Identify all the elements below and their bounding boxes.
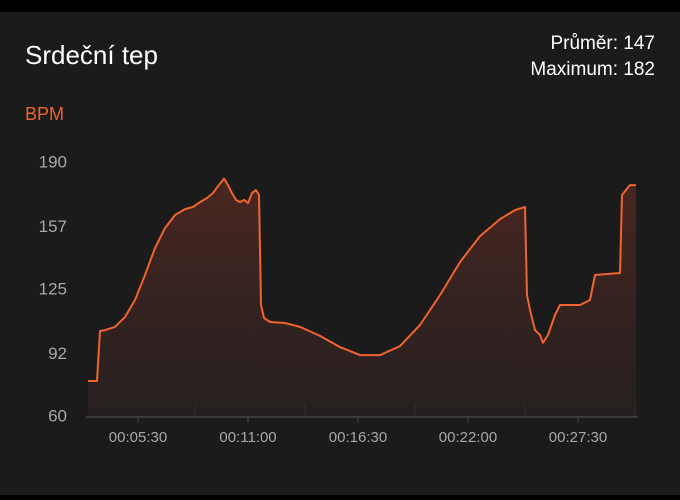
x-tick-label: 00:11:00 — [219, 429, 276, 446]
y-tick-label: 125 — [39, 279, 67, 298]
average-label: Průměr: 147 — [550, 33, 655, 54]
x-tick-label: 00:05:30 — [109, 429, 167, 446]
area — [88, 178, 636, 417]
maximum-label: Maximum: 182 — [530, 59, 655, 80]
line — [88, 177, 636, 382]
chart-title: Srdeční tep — [25, 40, 158, 70]
y-tick-label: 60 — [48, 406, 67, 425]
y-axis-label: BPM — [25, 104, 64, 124]
y-tick-label: 157 — [39, 217, 67, 236]
y-tick-label: 92 — [48, 344, 67, 363]
x-tick-label: 00:16:30 — [329, 429, 387, 446]
y-tick-label: 190 — [39, 152, 67, 171]
x-tick-label: 00:22:00 — [439, 429, 497, 446]
x-tick-label: 00:27:30 — [549, 429, 607, 446]
